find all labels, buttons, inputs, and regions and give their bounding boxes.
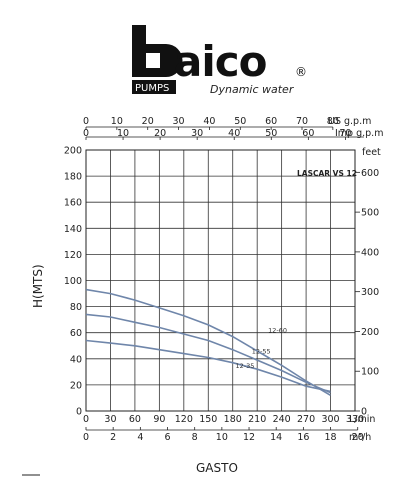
x-tick-label-lmin: 150 [199, 414, 217, 425]
y2-tick-label: 400 [361, 247, 379, 258]
x-tick-label-usgpm: 70 [296, 116, 308, 127]
model-label: LASCAR VS 12 [297, 169, 357, 178]
x-tick-label-lmin: 180 [224, 414, 242, 425]
x-tick-label-usgpm: 30 [173, 116, 185, 127]
x-tick-label-lmin: 0 [83, 414, 89, 425]
x-tick-label-lmin: 330 [346, 414, 364, 425]
x-tick-label-usgpm: 80 [327, 116, 339, 127]
x-tick-label-lmin: 30 [104, 414, 116, 425]
pumps-badge [132, 80, 176, 94]
x-tick-label-lmin: 60 [129, 414, 141, 425]
logo-b-bowl [146, 44, 183, 77]
y-tick-label: 100 [64, 276, 82, 287]
x-tick-label-impgpm: 40 [228, 128, 240, 139]
x-tick-label-m3h: 12 [243, 432, 255, 443]
y2-tick-label: 200 [361, 327, 379, 338]
y-tick-label: 160 [64, 198, 82, 209]
x-tick-label-lmin: 210 [248, 414, 266, 425]
curve-12-60 [85, 288, 331, 396]
baico-logo: aico ® PUMPS Dynamic water [132, 25, 307, 96]
x-tick-label-lmin: 270 [297, 414, 315, 425]
x-unit-impgpm: Imp g.p.m [335, 128, 383, 139]
y-tick-label: 80 [70, 302, 82, 313]
y2-tick-label: 300 [361, 287, 379, 298]
y-tick-label: 20 [70, 380, 82, 391]
x-tick-label-m3h: 16 [297, 432, 309, 443]
y-tick-label: 40 [70, 354, 82, 365]
x-tick-label-usgpm: 20 [142, 116, 154, 127]
y-tick-label: 120 [64, 250, 82, 261]
x-tick-label-impgpm: 0 [83, 128, 89, 139]
y2-tick-label: 100 [361, 367, 379, 378]
y-axis-label: H(MTS) [31, 264, 45, 308]
chart-grid [85, 149, 356, 412]
x-unit-m3h: m³/h [349, 432, 371, 443]
x-tick-label-m3h: 20 [352, 432, 364, 443]
x-unit-lmin: L/min [349, 414, 375, 425]
x-tick-label-m3h: 0 [83, 432, 89, 443]
x-tick-label-impgpm: 50 [265, 128, 277, 139]
x-tick-label-impgpm: 30 [191, 128, 203, 139]
x-tick-label-usgpm: 50 [234, 116, 246, 127]
y2-tick-label: 500 [361, 208, 379, 219]
y-tick-label: 0 [76, 407, 82, 418]
x-axis-label: GASTO [196, 461, 238, 475]
x-tick-label-m3h: 8 [192, 432, 198, 443]
plot-frame [85, 149, 356, 412]
registered-mark: ® [295, 65, 307, 79]
chart-ticks: 0204060801001201401601802000100200300400… [64, 116, 384, 443]
curve-12-35 [85, 339, 331, 393]
x-tick-label-impgpm: 10 [117, 128, 129, 139]
y2-tick-label: 600 [361, 168, 379, 179]
x-tick-label-lmin: 240 [273, 414, 291, 425]
x-tick-label-m3h: 2 [110, 432, 116, 443]
x-tick-label-usgpm: 40 [203, 116, 215, 127]
x-unit-usgpm: US g.p.m [328, 116, 371, 127]
y-tick-label: 200 [64, 146, 82, 157]
logo-b-stem [132, 25, 146, 77]
y-tick-label: 180 [64, 172, 82, 183]
x-tick-label-impgpm: 70 [339, 128, 351, 139]
y-tick-label: 140 [64, 224, 82, 235]
series-label-12-35: 12-35 [236, 362, 255, 370]
x-tick-label-impgpm: 20 [154, 128, 166, 139]
y2-tick-label: 0 [361, 407, 367, 418]
x-tick-label-lmin: 120 [175, 414, 193, 425]
x-tick-label-lmin: 300 [321, 414, 339, 425]
x-tick-label-usgpm: 60 [265, 116, 277, 127]
tagline: Dynamic water [210, 83, 295, 96]
logo-b-counter [146, 53, 160, 68]
x-tick-label-usgpm: 0 [83, 116, 89, 127]
x-tick-label-m3h: 14 [270, 432, 282, 443]
y2-unit-label: feet [362, 147, 381, 158]
x-tick-label-m3h: 4 [137, 432, 143, 443]
series-label-12-55: 12-55 [252, 348, 271, 356]
chart-series: 12-60 12-55 12-35 [85, 288, 331, 396]
x-tick-label-lmin: 90 [153, 414, 165, 425]
x-tick-label-usgpm: 10 [111, 116, 123, 127]
x-tick-label-m3h: 10 [216, 432, 228, 443]
brand-name: aico [174, 37, 267, 86]
x-tick-label-impgpm: 60 [302, 128, 314, 139]
curve-12-55 [85, 313, 331, 394]
pumps-label: PUMPS [135, 83, 169, 94]
x-tick-label-m3h: 6 [164, 432, 170, 443]
y-tick-label: 60 [70, 328, 82, 339]
x-tick-label-m3h: 18 [324, 432, 336, 443]
series-label-12-60: 12-60 [268, 327, 287, 335]
